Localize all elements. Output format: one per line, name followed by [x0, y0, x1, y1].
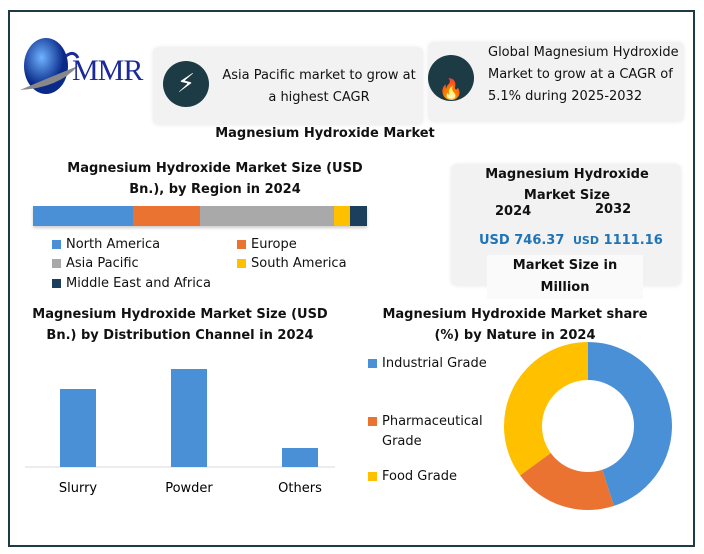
year-2032: 2032: [595, 202, 632, 217]
globe-icon: [20, 38, 80, 94]
market-size-title: Magnesium Hydroxide Market Size: [485, 167, 649, 203]
bar-slurry: [60, 389, 96, 467]
nature-donut-chart: [504, 342, 672, 510]
lightning-icon: ⚡: [163, 61, 209, 107]
slice-food-grade: [504, 342, 588, 476]
segment-asia-pacific: [199, 206, 334, 226]
market-size-footer: Market Size in Million: [487, 255, 643, 299]
segment-europe: [133, 206, 200, 226]
region-chart-title: Magnesium Hydroxide Market Size (USD Bn.…: [67, 161, 363, 197]
legend-mea: Middle East and Africa: [52, 276, 211, 291]
tick-label: Powder: [165, 481, 213, 496]
segment-south-america: [333, 206, 351, 226]
highlight-2-text: Global Magnesium Hydroxide Market to gro…: [488, 45, 679, 104]
highlight-card-1: ⚡ Asia Pacific market to grow at a highe…: [153, 47, 423, 125]
legend-industrial: Industrial Grade: [368, 356, 487, 371]
tick-label: Others: [278, 481, 322, 496]
legend-label: Asia Pacific: [66, 256, 139, 271]
legend-label: Food Grade: [382, 469, 457, 484]
legend-north-america: North America: [52, 237, 160, 252]
legend-food: Food Grade: [368, 469, 457, 484]
segment-north-america: [33, 206, 134, 226]
legend-label: Europe: [251, 237, 297, 252]
legend-label: Middle East and Africa: [66, 276, 211, 291]
logo-text: MMR: [72, 54, 143, 87]
highlight-card-2: 🔥 Global Magnesium Hydroxide Market to g…: [428, 42, 684, 122]
value-2024: USD 746.37: [479, 233, 565, 248]
nature-chart-title: Magnesium Hydroxide Market share (%) by …: [382, 307, 648, 343]
legend-pharma: Pharmaceutical Grade: [368, 412, 492, 452]
segment-middle-east-and-africa: [350, 206, 367, 226]
year-2024: 2024: [495, 204, 532, 219]
region-stacked-bar: [33, 206, 367, 226]
slice-industrial-grade: [588, 342, 672, 506]
frame: [8, 10, 695, 547]
legend-asia-pacific: Asia Pacific: [52, 256, 139, 271]
value-2032: USD 1111.16: [573, 233, 663, 248]
bar-others: [282, 448, 318, 467]
mmr-logo: MMR: [18, 28, 148, 98]
slice-pharmaceutical-grade: [520, 453, 614, 510]
highlight-1-text: Asia Pacific market to grow at a highest…: [222, 68, 416, 105]
channel-bar-chart: Slurry Powder Others: [25, 369, 335, 496]
channel-chart-title: Magnesium Hydroxide Market Size (USD Bn.…: [32, 307, 328, 343]
currency: USD: [573, 234, 599, 247]
legend-label: Pharmaceutical Grade: [382, 414, 483, 449]
legend-europe: Europe: [237, 237, 297, 252]
legend-south-america: South America: [237, 256, 347, 271]
flame-icon: 🔥: [428, 55, 474, 101]
main-title: Magnesium Hydroxide Market: [215, 126, 435, 141]
market-size-card: Magnesium Hydroxide Market Size 2024 203…: [451, 164, 681, 299]
value: 1111.16: [603, 233, 663, 248]
legend-label: North America: [66, 237, 161, 252]
legend-label: South America: [251, 256, 347, 271]
tick-label: Slurry: [59, 481, 98, 496]
bar-powder: [171, 369, 207, 467]
legend-label: Industrial Grade: [382, 356, 487, 371]
